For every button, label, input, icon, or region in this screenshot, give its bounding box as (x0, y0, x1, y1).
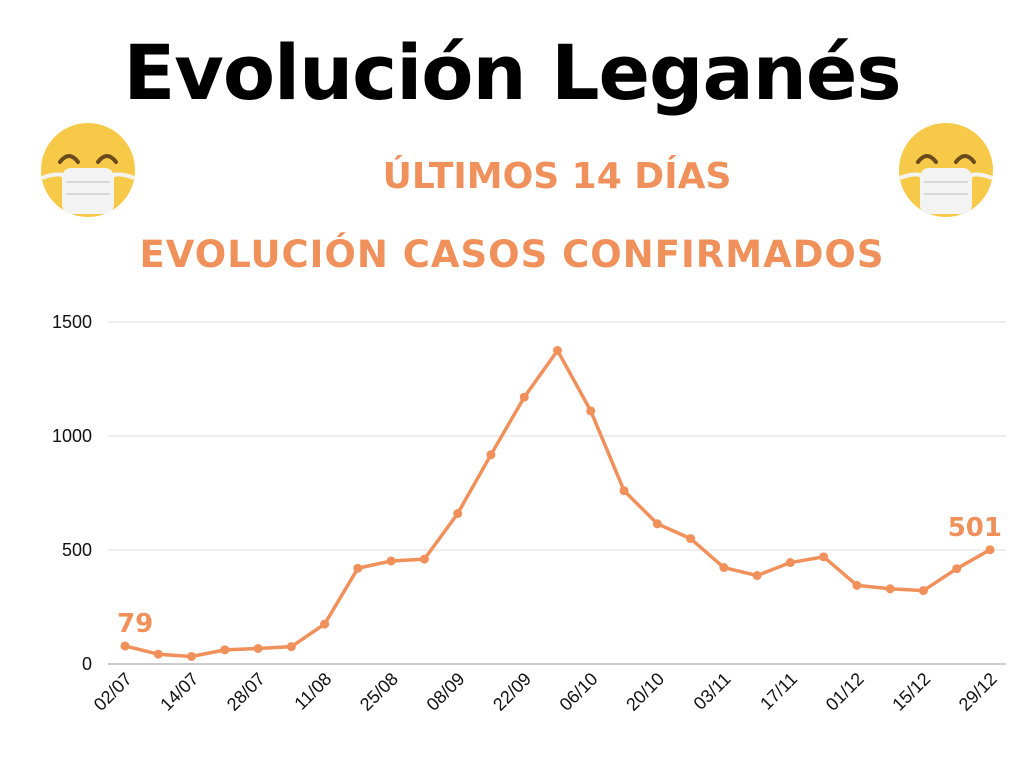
data-point (785, 558, 795, 568)
data-point (553, 346, 562, 355)
data-point (486, 450, 496, 460)
data-point (187, 651, 197, 661)
data-point (952, 564, 962, 574)
data-point (652, 519, 662, 529)
data-point (719, 563, 729, 573)
x-tick-label: 15/12 (888, 669, 934, 715)
data-label: 79 (117, 609, 153, 639)
chart-title: EVOLUCIÓN CASOS CONFIRMADOS (139, 233, 885, 276)
x-tick-label: 22/09 (489, 669, 535, 715)
data-point (852, 580, 862, 590)
x-tick-label: 20/10 (622, 669, 668, 715)
y-tick-label: 0 (82, 654, 92, 674)
data-point (453, 509, 463, 519)
data-point (885, 584, 895, 594)
x-tick-label: 01/12 (822, 669, 868, 715)
x-tick-label: 08/09 (423, 669, 469, 715)
x-tick-label: 14/07 (156, 669, 202, 715)
series-line (124, 348, 991, 659)
data-point (253, 643, 263, 653)
y-tick-label: 500 (62, 540, 92, 560)
x-tick-label: 11/08 (290, 669, 335, 714)
x-tick-label: 29/12 (955, 669, 1001, 715)
data-point (386, 556, 396, 566)
x-tick-label: 28/07 (223, 669, 269, 715)
x-tick-label: 17/11 (756, 669, 801, 714)
data-point (220, 645, 230, 655)
data-point (353, 563, 363, 573)
data-point (320, 619, 330, 629)
data-point (286, 642, 296, 652)
x-tick-label: 02/07 (90, 669, 136, 715)
data-point (419, 554, 429, 564)
face-with-medical-mask-icon (41, 123, 135, 217)
data-point (752, 571, 762, 581)
data-point (120, 641, 130, 651)
y-tick-label: 1000 (52, 426, 92, 446)
x-tick-label: 25/08 (356, 669, 402, 715)
data-label: 501 (948, 513, 1002, 543)
data-point (819, 552, 829, 562)
subtitle-last-14-days: ÚLTIMOS 14 DÍAS (382, 156, 732, 197)
data-point (918, 586, 928, 596)
data-point (985, 545, 995, 555)
data-point (153, 649, 163, 659)
data-point (519, 392, 529, 402)
data-point (619, 486, 629, 496)
page-title: Evolución Leganés (123, 28, 901, 117)
face-with-medical-mask-icon (899, 123, 993, 217)
data-point (586, 406, 596, 416)
y-tick-label: 1500 (52, 312, 92, 332)
data-point (686, 534, 696, 544)
x-tick-label: 03/11 (690, 669, 735, 714)
x-tick-label: 06/10 (556, 669, 602, 715)
